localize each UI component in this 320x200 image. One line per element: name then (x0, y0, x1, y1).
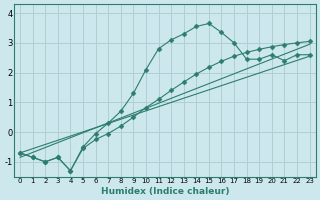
X-axis label: Humidex (Indice chaleur): Humidex (Indice chaleur) (100, 187, 229, 196)
